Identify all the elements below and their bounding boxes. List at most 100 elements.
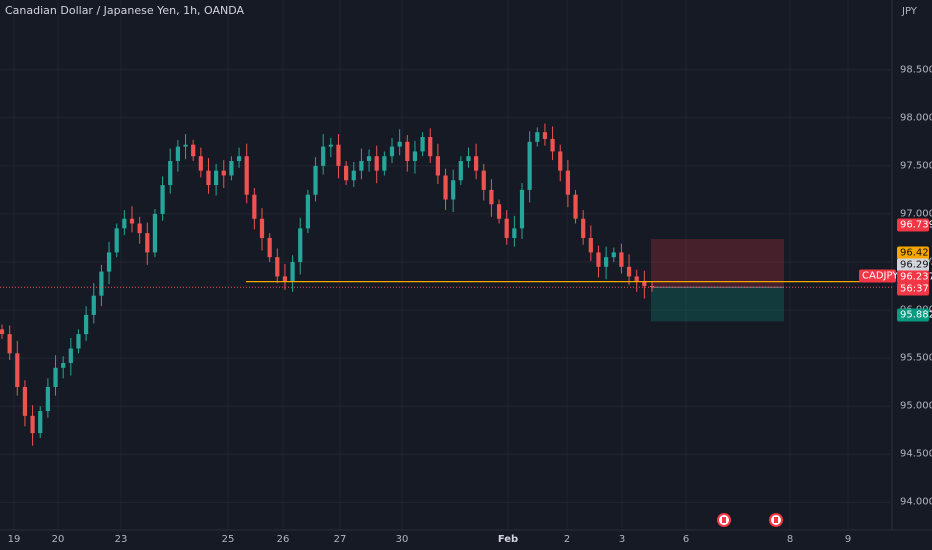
candle-body [443, 175, 448, 200]
candle-body [565, 170, 570, 195]
candle-body [512, 228, 517, 238]
candle-body [221, 170, 226, 176]
candle-body [259, 218, 265, 238]
candle-body [45, 387, 50, 412]
candle-body [351, 170, 356, 181]
y-tick-label: 98.000 [900, 112, 932, 124]
candle-body [282, 276, 288, 282]
countdown-label: 56:37 [897, 282, 929, 296]
currency-label: JPY [902, 6, 917, 17]
candle-body [15, 353, 20, 387]
candle-body [183, 144, 188, 147]
candle-body [626, 266, 632, 277]
candle-body [0, 329, 5, 335]
candle-body [290, 262, 295, 282]
canada-flag-icon[interactable] [769, 513, 783, 527]
canada-flag-icon[interactable] [717, 513, 731, 527]
candle-body [267, 237, 272, 258]
candle-body [412, 151, 418, 162]
x-tick-label: 26 [276, 534, 290, 545]
take-profit-label: 95.882 [897, 308, 932, 322]
candle-body [313, 165, 318, 195]
candle-body [168, 161, 173, 186]
candle-body [106, 252, 112, 272]
candle-body [496, 204, 502, 219]
candle-body [344, 165, 349, 181]
candle-body [152, 213, 158, 253]
candle-body [84, 314, 89, 335]
candle-body [229, 161, 234, 176]
candle-body [527, 141, 532, 190]
candle-body [573, 194, 578, 219]
x-tick-label: 27 [333, 534, 347, 545]
candle-body [389, 146, 395, 157]
stop-loss-zone [651, 239, 784, 288]
y-tick-label: 97.000 [900, 208, 932, 220]
candle-body [30, 415, 35, 434]
candle-body [236, 156, 242, 162]
candle-body [458, 161, 463, 181]
symbol-badge[interactable]: CADJPY [859, 269, 898, 283]
candle-body [359, 161, 364, 171]
candle-body [145, 233, 150, 253]
candle-body [649, 286, 655, 288]
candle-body [7, 334, 12, 354]
x-tick-label: 20 [51, 534, 65, 545]
candle-body [504, 218, 509, 238]
candle-body [374, 156, 379, 171]
candle-body [489, 189, 494, 205]
candle-body [481, 170, 486, 190]
candle-body [122, 218, 127, 229]
candle-body [160, 185, 165, 214]
candle-body [244, 156, 249, 195]
stop-loss-label: 96.739 [897, 218, 932, 232]
candle-body [519, 189, 525, 229]
candle-body [38, 411, 43, 434]
candle-body [604, 257, 609, 267]
candle-body [405, 141, 410, 162]
y-tick-label: 94.500 [900, 448, 932, 460]
candle-body [22, 387, 28, 416]
candle-body [397, 141, 402, 147]
candle-body [114, 228, 119, 253]
candle-body [451, 180, 456, 200]
orange-level-label: 96.420 [897, 246, 932, 260]
y-tick-label: 98.500 [900, 64, 932, 76]
x-tick-label: 19 [7, 534, 21, 545]
y-tick-label: 95.000 [900, 400, 932, 412]
candle-body [91, 295, 96, 315]
chart-title: Canadian Dollar / Japanese Yen, 1h, OAND… [5, 4, 245, 17]
y-tick-label: 95.500 [900, 352, 932, 364]
x-tick-label: 6 [682, 534, 690, 545]
candle-body [535, 132, 540, 142]
candle-body [76, 334, 81, 349]
candle-body [581, 218, 586, 238]
candle-body [366, 156, 372, 162]
candle-body [53, 367, 58, 387]
candle-body [99, 271, 104, 296]
candle-body [588, 237, 593, 253]
x-tick-label: 9 [844, 534, 852, 545]
candle-body [275, 257, 280, 277]
x-tick-label: 8 [786, 534, 794, 545]
candle-body [466, 156, 471, 162]
candle-body [305, 194, 310, 229]
take-profit-zone [651, 287, 784, 322]
candle-body [642, 281, 647, 287]
x-tick-label: 25 [221, 534, 235, 545]
candle-body [550, 138, 555, 152]
candle-body [474, 156, 479, 171]
candle-body [298, 228, 303, 262]
candle-body [428, 137, 433, 157]
current-price-label: 96.237 [897, 270, 932, 284]
candle-body [137, 223, 142, 234]
candle-body [596, 252, 601, 267]
candle-body [321, 146, 326, 166]
x-tick-label: 30 [395, 534, 409, 545]
candle-body [252, 194, 257, 219]
line-level-label: 96.296 [897, 258, 932, 272]
x-tick-label: 3 [618, 534, 626, 545]
candle-body [214, 170, 219, 186]
candle-body [619, 252, 624, 267]
